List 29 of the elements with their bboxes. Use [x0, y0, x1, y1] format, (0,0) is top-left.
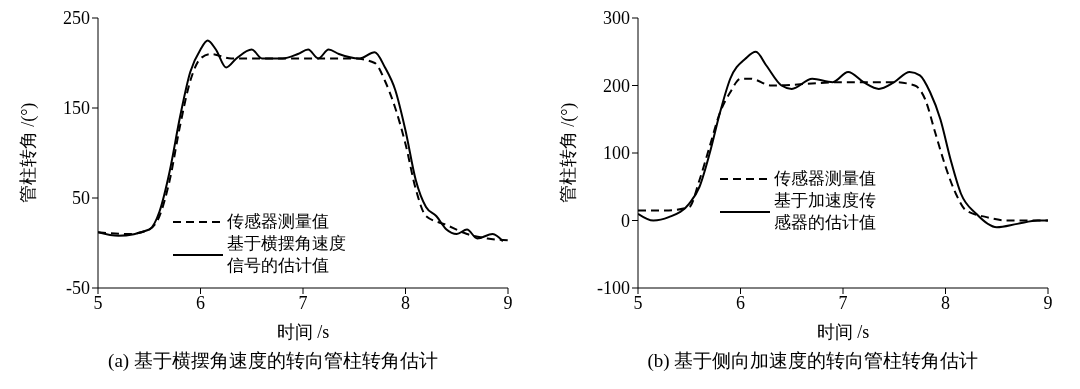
y-axis-title: 管柱转角 /(°): [18, 102, 40, 204]
y-tick-label: 300: [603, 8, 630, 29]
x-tick-label: 6: [196, 292, 205, 313]
legend-label: 基于加速度传感器的估计值: [774, 190, 876, 234]
y-tick-label: 150: [63, 98, 90, 119]
x-tick-label: 6: [736, 292, 745, 313]
x-tick-label: 5: [633, 292, 643, 313]
y-tick-label: 250: [63, 8, 90, 29]
y-axis-title: 管柱转角 /(°): [558, 102, 580, 204]
y-tick-label: 50: [72, 188, 90, 209]
y-tick-label: -50: [66, 278, 90, 299]
x-tick-label: 8: [941, 292, 950, 313]
text: (a) 基于横摆角速度的转向管柱转角估计: [107, 349, 439, 373]
y-tick-label: 200: [603, 75, 630, 96]
y-tick-label: -100: [597, 278, 630, 299]
x-tick-label: 5: [93, 292, 103, 313]
legend-label: 传感器测量值: [774, 168, 876, 190]
y-tick-label: 100: [603, 143, 630, 164]
x-tick-label: 9: [503, 292, 513, 313]
legend-label: 传感器测量值: [227, 211, 330, 233]
x-axis-title: 时间 /s: [816, 322, 870, 342]
x-tick-label: 9: [1043, 292, 1053, 313]
x-axis-title: 时间 /s: [276, 322, 330, 342]
x-tick-label: 7: [838, 292, 848, 313]
x-tick-label: 7: [298, 292, 308, 313]
y-tick-label: 0: [621, 210, 630, 231]
legend-label: 基于横摆角速度信号的估计值: [227, 233, 346, 277]
x-tick-label: 8: [401, 292, 410, 313]
text: (b) 基于侧向加速度的转向管柱转角估计: [646, 349, 980, 373]
